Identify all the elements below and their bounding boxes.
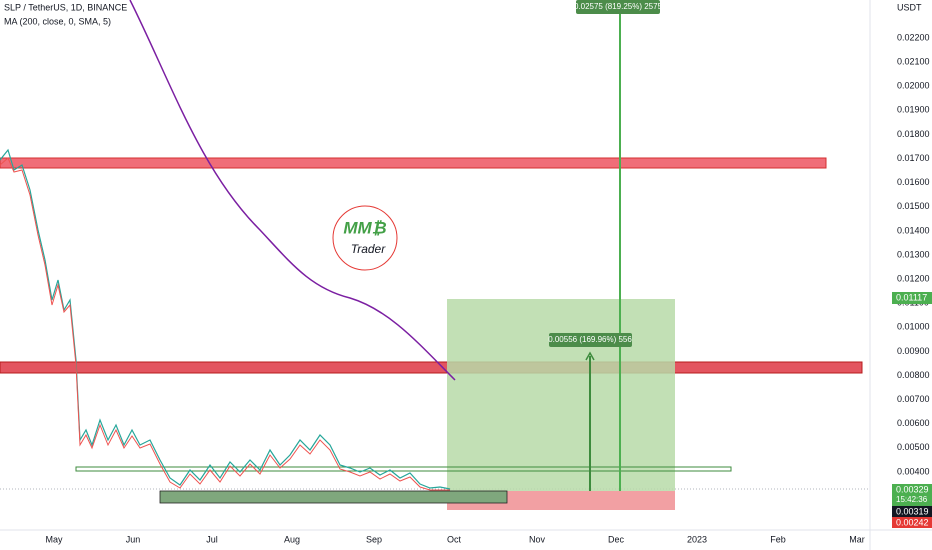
price-series [0, 157, 450, 491]
price-label: 0.00400 [897, 466, 930, 476]
price-label: 0.01900 [897, 105, 930, 115]
price-tag [892, 506, 932, 517]
measure-label: 0.00556 (169.96%) 556 [548, 335, 632, 344]
price-label: 0.01600 [897, 177, 930, 187]
time-label: Feb [770, 534, 786, 544]
price-label: 0.00800 [897, 370, 930, 380]
measure-label: 0.02575 (819.25%) 2575 [574, 2, 663, 11]
resistance-zone [0, 157, 827, 169]
price-label: 0.00700 [897, 394, 930, 404]
price-tag-label: 0.01117 [896, 292, 927, 302]
resistance-zone [0, 361, 863, 374]
price-label: 0.00500 [897, 442, 930, 452]
time-label: Sep [366, 534, 382, 544]
measure-label-box [576, 0, 660, 14]
price-label: 0.00600 [897, 418, 930, 428]
price-label: 0.01700 [897, 153, 930, 163]
moving-average [129, 0, 456, 381]
logo-text: Trader [351, 242, 386, 256]
time-label: May [45, 534, 63, 544]
symbol-title: SLP / TetherUS, 1D, BINANCE [4, 2, 127, 12]
price-label: 0.01300 [897, 249, 930, 259]
logo [332, 205, 398, 271]
time-label: Jul [206, 534, 218, 544]
time-label: Oct [447, 534, 462, 544]
price-label: 0.02000 [897, 81, 930, 91]
support-box [75, 466, 732, 472]
price-tag [892, 484, 932, 506]
axes: 0.02200 0.02100 0.02000 0.01900 0.01800 0.017… [45, 32, 932, 544]
price-label: 0.01500 [897, 201, 930, 211]
price-tag [892, 517, 932, 528]
logo-text: MM₿ [343, 218, 386, 237]
price-label: 0.01400 [897, 225, 930, 235]
price-tag-label: 0.00319 [896, 506, 929, 516]
support-zone [159, 490, 508, 504]
time-label: Nov [529, 534, 546, 544]
time-label: Dec [608, 534, 625, 544]
price-label: 0.00900 [897, 346, 930, 356]
price-label: 0.01200 [897, 273, 930, 283]
currency: USDT [897, 2, 922, 12]
price-tag [892, 292, 932, 304]
time-label: Aug [284, 534, 300, 544]
indicator-label: MA (200, close, 0, SMA, 5) [4, 16, 111, 26]
target-zone [447, 299, 675, 491]
price-series [0, 148, 451, 490]
price-tag-time: 15:42:36 [896, 495, 928, 504]
price-tag-label: 0.00329 [896, 484, 929, 494]
price-tag-label: 0.00242 [896, 517, 929, 527]
measure-label-box [549, 333, 632, 347]
time-label: Mar [849, 534, 865, 544]
price-label: 0.01800 [897, 129, 930, 139]
price-label: 0.02200 [897, 32, 930, 42]
arrow-head [585, 351, 595, 361]
price-label: 0.02100 [897, 56, 930, 66]
time-label: Jun [126, 534, 141, 544]
time-label: 2023 [687, 534, 707, 544]
price-label: 0.01000 [897, 322, 930, 332]
